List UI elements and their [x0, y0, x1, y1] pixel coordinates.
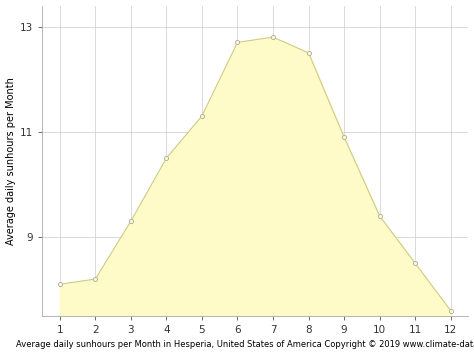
X-axis label: Average daily sunhours per Month in Hesperia, United States of America Copyright: Average daily sunhours per Month in Hesp…: [16, 340, 474, 349]
Y-axis label: Average daily sunhours per Month: Average daily sunhours per Month: [6, 77, 16, 245]
